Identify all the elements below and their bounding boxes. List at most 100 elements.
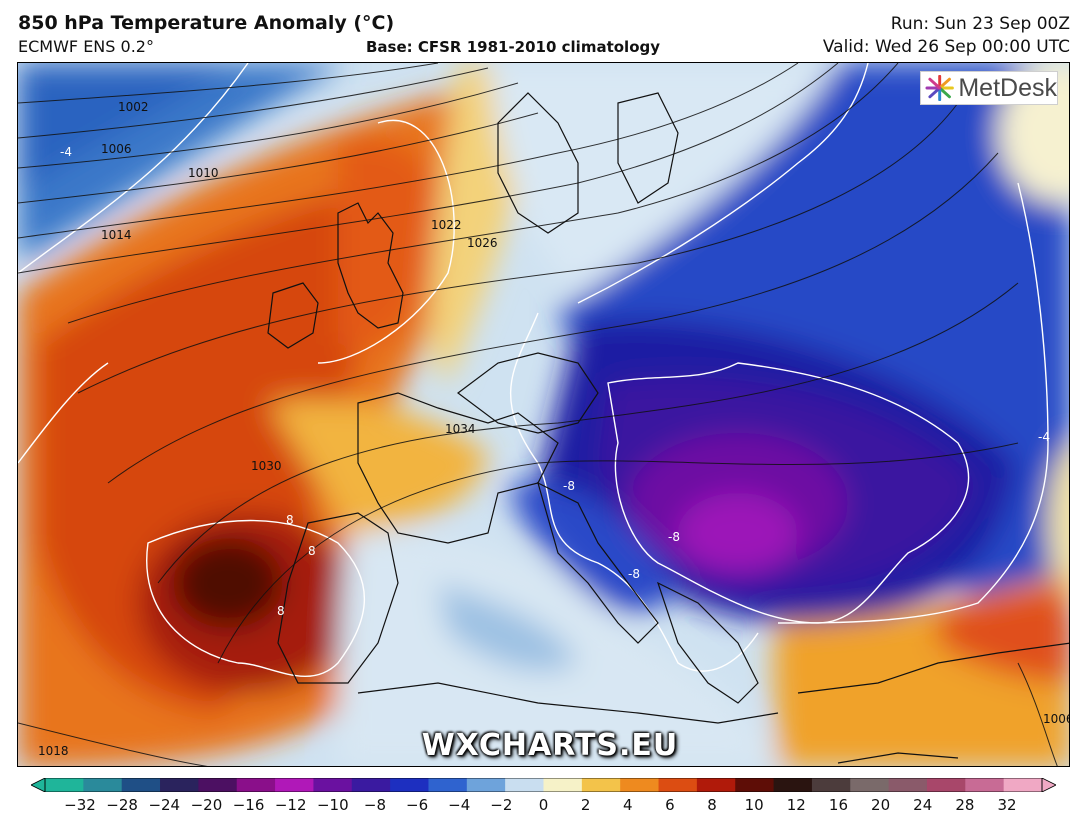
colorbar-tick-label: −20: [190, 796, 223, 814]
chart-header: 850 hPa Temperature Anomaly (°C) ECMWF E…: [0, 0, 1088, 62]
anomaly-map: 1002 1006 1010 1014 1018 1022 1026 1030 …: [17, 62, 1070, 767]
isobar-label: 1034: [445, 422, 476, 436]
colorbar-segment: [236, 778, 276, 792]
colorbar: [31, 778, 1056, 792]
valid-time-label: Valid: Wed 26 Sep 00:00 UTC: [822, 37, 1070, 57]
base-climatology-label: Base: CFSR 1981-2010 climatology: [366, 38, 661, 56]
colorbar-tick-label: 6: [665, 796, 675, 814]
colorbar-right-arrow: [1041, 778, 1056, 792]
north-africa-coast: [357, 682, 779, 724]
colorbar-segment: [581, 778, 621, 792]
colorbar-tick-label: −16: [232, 796, 265, 814]
isobar-label: 1014: [101, 228, 132, 242]
finland-outline: [617, 92, 679, 204]
metdesk-logo: MetDesk: [920, 71, 1058, 105]
balkans-outline: [656, 581, 759, 704]
colorbar-segment: [83, 778, 123, 792]
colorbar-segment: [735, 778, 775, 792]
colorbar-tick-label: 2: [580, 796, 591, 814]
colorbar-segment: [121, 778, 161, 792]
isobar-label: 1006: [1043, 712, 1070, 726]
isobar-label: 1030: [251, 459, 282, 473]
colorbar-segment: [160, 778, 199, 792]
colorbar-segment: [773, 778, 813, 792]
colorbar-segment: [198, 778, 238, 792]
isobar-labels: 1002 1006 1010 1014 1018 1022 1026 1030 …: [38, 100, 1070, 758]
levant-coast: [837, 752, 959, 764]
colorbar-segment: [543, 778, 583, 792]
colorbar-segment: [275, 778, 315, 792]
colorbar-segment: [505, 778, 545, 792]
colorbar-tick-label: −4: [448, 796, 471, 814]
colorbar-segment: [313, 778, 353, 792]
isobars: [18, 63, 1058, 766]
colorbar-tick-label: 20: [871, 796, 891, 814]
central-europe-outline: [457, 352, 599, 434]
run-time-label: Run: Sun 23 Sep 00Z: [890, 14, 1070, 34]
map-svg: 1002 1006 1010 1014 1018 1022 1026 1030 …: [18, 63, 1070, 766]
colorbar-ticks: −32 −28 −24 −20 −16 −12 −10 −8 −6 −4 −2 0 2 4 6 8 10 12 16…: [0, 796, 1088, 820]
colorbar-segment: [658, 778, 698, 792]
colorbar-segment: [850, 778, 890, 792]
colorbar-segment: [466, 778, 506, 792]
anomaly-contours: [18, 63, 1049, 678]
anomaly-label: -8: [668, 530, 680, 544]
colorbar-segment: [888, 778, 928, 792]
colorbar-tick-label: −2: [490, 796, 513, 814]
colorbar-tick-label: 12: [786, 796, 806, 814]
chart-title: 850 hPa Temperature Anomaly (°C): [18, 12, 395, 34]
colorbar-tick-label: 4: [622, 796, 633, 814]
colorbar-tick-label: −10: [316, 796, 349, 814]
wxcharts-watermark: WXCHARTS.EU: [421, 728, 679, 763]
colorbar-tick-label: −28: [106, 796, 138, 814]
anomaly-label: 8: [286, 513, 294, 527]
iberia-outline: [277, 512, 399, 684]
colorbar-segment: [1003, 778, 1043, 792]
isobar-label: 1026: [467, 236, 498, 250]
anomaly-label: -4: [1038, 430, 1050, 444]
colorbar-segment: [965, 778, 1005, 792]
colorbar-segments: [45, 778, 1043, 792]
anomaly-label: -4: [60, 145, 72, 159]
anomaly-label: -8: [563, 479, 575, 493]
colorbar-tick-label: −12: [274, 796, 307, 814]
great-britain-outline: [337, 202, 404, 329]
anomaly-label: 8: [308, 544, 316, 558]
isobar-label: 1010: [188, 166, 219, 180]
colorbar-tick-label: −6: [406, 796, 429, 814]
isobar-label: 1006: [101, 142, 132, 156]
colorbar-tick-label: −24: [148, 796, 181, 814]
colorbar-left-arrow: [31, 778, 46, 792]
colorbar-segment: [811, 778, 851, 792]
colorbar-segment: [351, 778, 391, 792]
colorbar-tick-label: 10: [744, 796, 764, 814]
france-outline: [357, 392, 559, 544]
isobar-label: 1002: [118, 100, 149, 114]
anomaly-labels: -4 -8 8 8 8 -4 -8 -8: [60, 145, 1050, 618]
colorbar-segment: [428, 778, 468, 792]
colorbar-segment: [390, 778, 430, 792]
metdesk-star-icon: [925, 75, 954, 101]
colorbar-segment: [696, 778, 736, 792]
italy-outline: [537, 481, 659, 644]
colorbar-segment: [45, 778, 84, 792]
colorbar-segment: [620, 778, 660, 792]
colorbar-tick-label: −32: [64, 796, 96, 814]
colorbar-segment: [926, 778, 966, 792]
anomaly-label: -8: [628, 567, 640, 581]
colorbar-border: [44, 778, 1043, 792]
isobar-label: 1018: [38, 744, 69, 758]
colorbar-tick-label: 16: [828, 796, 848, 814]
ireland-outline: [267, 282, 319, 349]
colorbar-tick-label: 28: [955, 796, 975, 814]
colorbar-tick-label: 24: [913, 796, 933, 814]
scandinavia-outline: [497, 92, 579, 234]
colorbar-tick-label: 8: [707, 796, 717, 814]
colorbar-tick-label: −8: [363, 796, 387, 814]
colorbar-tick-label: 32: [997, 796, 1017, 814]
turkey-coast: [797, 642, 1069, 694]
anomaly-label: 8: [277, 604, 285, 618]
metdesk-logo-text: MetDesk: [958, 73, 1057, 102]
coastlines: [267, 92, 1069, 764]
colorbar-tick-label: 0: [538, 796, 549, 814]
